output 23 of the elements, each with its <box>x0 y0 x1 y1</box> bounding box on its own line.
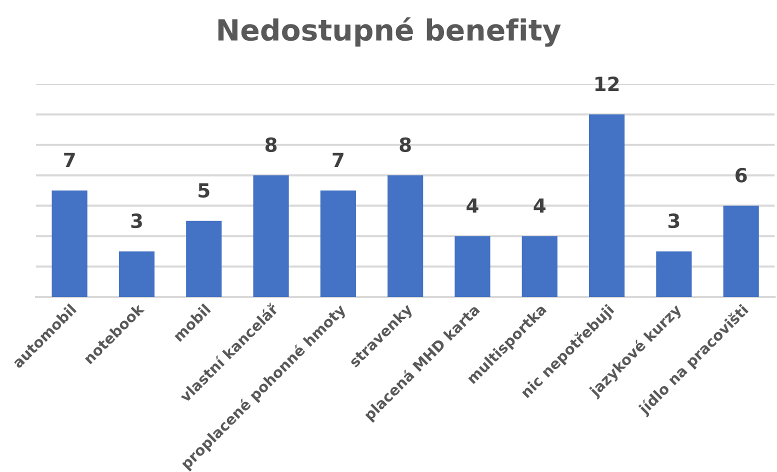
data-label: 8 <box>400 137 411 152</box>
data-label: 4 <box>466 198 478 213</box>
data-label: 7 <box>332 152 344 168</box>
bar <box>388 175 424 297</box>
bar <box>320 190 356 297</box>
bar <box>522 236 558 297</box>
data-label: 12 <box>595 76 619 91</box>
chart-title: Nedostupné benefity <box>218 17 561 47</box>
data-label: 8 <box>265 137 277 152</box>
bar <box>186 220 222 297</box>
bar <box>118 251 155 297</box>
bar <box>253 175 289 297</box>
bar <box>588 114 625 297</box>
bar <box>454 236 490 297</box>
data-label: 3 <box>131 213 142 228</box>
data-label: 4 <box>534 198 546 213</box>
bar <box>656 251 692 297</box>
data-label: 3 <box>668 213 680 228</box>
data-label: 7 <box>64 152 75 168</box>
bar <box>52 190 88 297</box>
data-label: 5 <box>198 183 210 198</box>
data-label: 6 <box>736 168 747 183</box>
bar <box>723 206 759 297</box>
